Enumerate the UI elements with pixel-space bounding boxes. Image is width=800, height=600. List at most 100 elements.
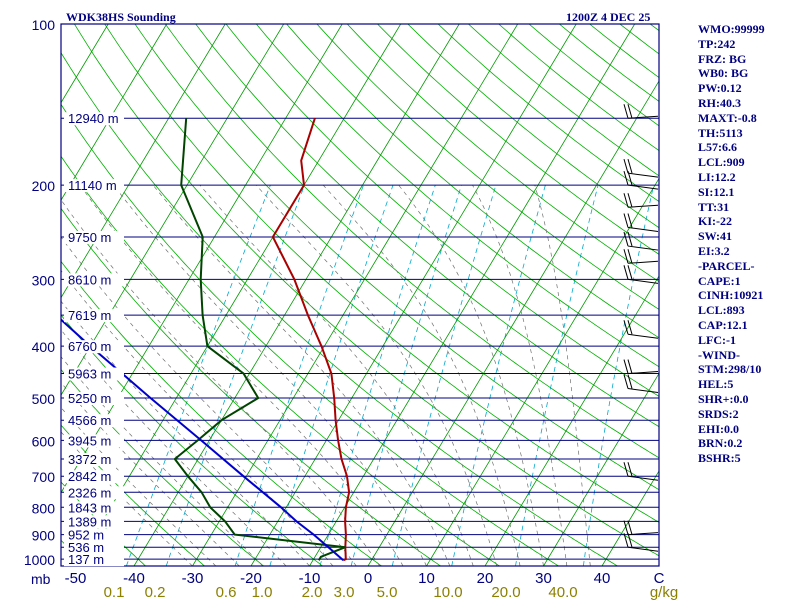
mixing-ratio-line — [319, 184, 436, 566]
stability-index-panel: WMO:99999 TP:242 FRZ: BG WB0: BG PW:0.12 RH:4… — [698, 22, 765, 466]
mixing-ratio-line — [583, 185, 655, 566]
index-item: FRZ: BG — [698, 51, 747, 66]
temperature-line — [271, 117, 351, 562]
dry-adiabat-line — [74, 24, 659, 557]
height-label-bg — [64, 486, 124, 500]
index-item: -PARCEL- — [698, 258, 755, 273]
height-label-bg — [64, 434, 124, 448]
dry-adiabat-line — [316, 24, 659, 310]
mixing-ratio-label: 10.0 — [433, 584, 462, 600]
height-label: 2842 m — [68, 469, 111, 484]
height-label: 5963 m — [68, 367, 111, 382]
index-item: LCL:909 — [698, 155, 745, 170]
dry-adiabat-line — [61, 260, 382, 566]
moist-adiabat-line — [322, 184, 521, 566]
index-item: TH:5113 — [698, 125, 743, 140]
height-label-bg — [64, 501, 124, 515]
dry-adiabat-line — [377, 24, 659, 255]
index-item: CAP:12.1 — [698, 317, 748, 332]
height-label: 12940 m — [68, 111, 119, 126]
index-item: MAXT:-0.8 — [698, 110, 757, 125]
wind-barb — [623, 533, 659, 552]
temperature-tick-label: 40 — [594, 570, 611, 587]
dry-adiabat-line — [61, 314, 323, 566]
isotherm-line — [250, 24, 577, 566]
mixing-ratio-line — [234, 184, 364, 566]
temperature-tick-label: -20 — [240, 570, 262, 587]
index-item: TP:242 — [698, 36, 736, 51]
dry-adiabat-line — [589, 24, 659, 78]
index-item: -WIND- — [698, 347, 740, 362]
mixing-ratio-line — [269, 184, 394, 566]
height-label: 3945 m — [68, 433, 111, 448]
index-item: LI:12.2 — [698, 169, 736, 184]
mixing-ratio-label: 1.0 — [252, 584, 273, 600]
height-label: 4566 m — [68, 413, 111, 428]
index-item: KI:-22 — [698, 214, 732, 229]
plot-frame — [60, 23, 660, 567]
mixing-ratio-line — [126, 184, 271, 566]
height-label-bg — [64, 230, 124, 244]
mixing-ratio-label: 0.2 — [145, 584, 166, 600]
isotherm-line — [367, 80, 659, 566]
temperature-tick-label: 30 — [535, 570, 552, 587]
height-label-bg — [64, 414, 124, 428]
index-item: TT:31 — [698, 199, 730, 214]
moist-adiabat-line — [61, 356, 263, 566]
isotherm-line — [75, 24, 402, 566]
moist-adiabat-line — [61, 199, 380, 566]
height-label: 5250 m — [68, 391, 111, 406]
temperature-tick-label: 0 — [364, 570, 372, 587]
height-label: 137 m — [68, 552, 104, 567]
dry-adiabat-line — [286, 24, 659, 339]
pressure-tick-label: 100 — [32, 17, 56, 33]
index-item: LFC:-1 — [698, 332, 736, 347]
index-item: BRN:0.2 — [698, 436, 743, 451]
parcel-line — [61, 318, 344, 562]
height-label-bg — [64, 515, 124, 529]
pressure-tick-label: 200 — [32, 178, 56, 194]
wind-barbs — [623, 104, 659, 552]
index-item: SI:12.1 — [698, 184, 735, 199]
pressure-tick-label: 800 — [32, 500, 56, 516]
dry-adiabat-line — [0, 24, 28, 566]
mixing-ratio-label: 3.0 — [334, 584, 355, 600]
dewpoint-line — [173, 118, 346, 561]
wind-barb — [623, 249, 659, 264]
mixing-ratio-label: 0.1 — [104, 584, 125, 600]
dry-adiabat-line — [61, 103, 559, 566]
mixing-ratio-label: 2.0 — [302, 584, 323, 600]
dry-adiabat-line — [134, 24, 659, 491]
height-label: 9750 m — [68, 230, 111, 245]
wind-barb — [623, 193, 659, 208]
temperature-tick-label: -50 — [65, 570, 87, 587]
index-item: SRDS:2 — [698, 406, 739, 421]
index-item: L57:6.6 — [698, 140, 737, 155]
height-label: 6760 m — [68, 339, 111, 354]
moist-adiabat-line — [61, 329, 287, 566]
mixing-ratio-label: 0.6 — [216, 584, 237, 600]
wind-barb — [623, 170, 659, 190]
dry-adiabat-line — [61, 51, 618, 566]
pressure-tick-label: 700 — [32, 469, 56, 485]
chart-time: 1200Z 4 DEC 25 — [566, 10, 650, 24]
pressure-tick-label: 1000 — [24, 552, 55, 568]
height-label: 8610 m — [68, 272, 111, 287]
index-item: PW:0.12 — [698, 81, 742, 96]
index-item: CINH:10921 — [698, 288, 764, 303]
temperature-tick-label: 10 — [418, 570, 435, 587]
index-item: CAPE:1 — [698, 273, 741, 288]
mixing-ratio-line — [451, 184, 546, 566]
isotherm-line — [484, 275, 659, 566]
isotherm-line — [601, 470, 659, 566]
isotherm-line — [543, 372, 659, 566]
dry-adiabat-line — [255, 24, 659, 368]
index-item: SHR+:0.0 — [698, 391, 749, 406]
dry-adiabat-line — [104, 24, 659, 523]
dry-adiabat-line — [346, 24, 659, 283]
index-item: SW:41 — [698, 229, 733, 244]
height-label: 1843 m — [68, 500, 111, 515]
temperature-tick-label: -30 — [182, 570, 204, 587]
height-label: 952 m — [68, 528, 104, 543]
